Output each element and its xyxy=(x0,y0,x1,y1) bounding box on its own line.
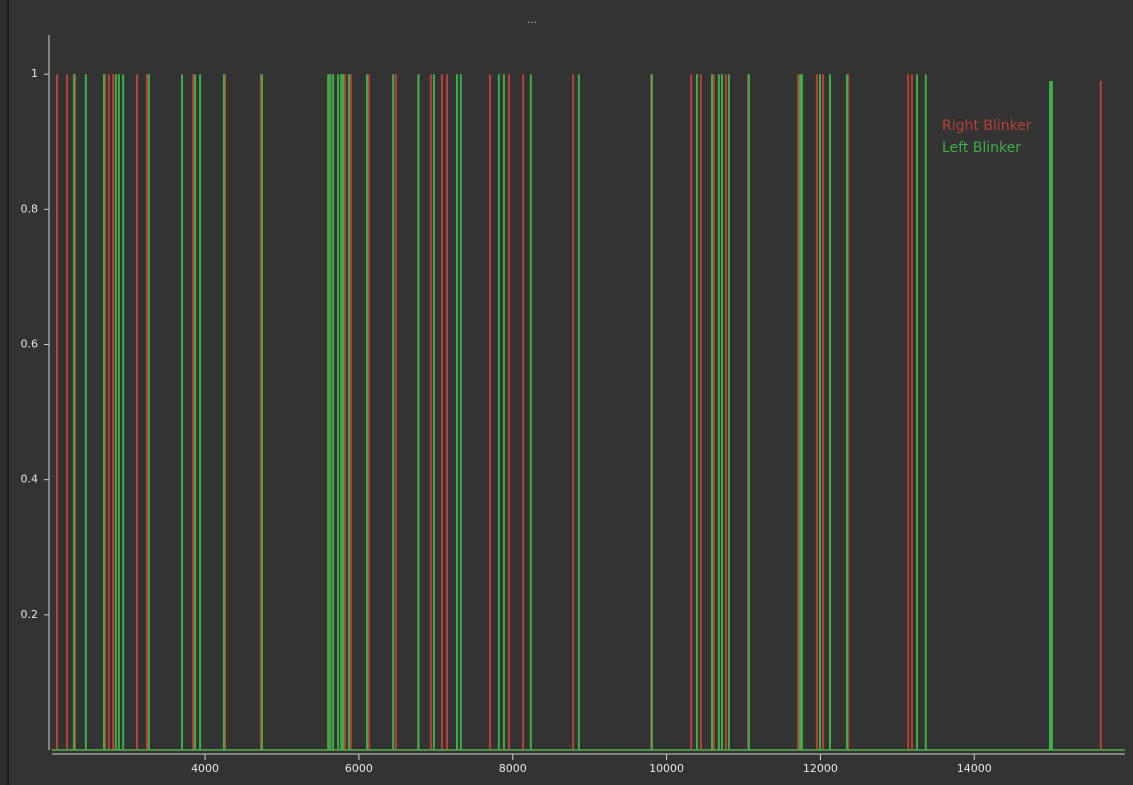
y-tick-label: 0.8 xyxy=(21,202,39,215)
panel-handle[interactable]: ... xyxy=(527,15,537,26)
legend-entry: Left Blinker xyxy=(942,140,1021,156)
y-tick-label: 0.2 xyxy=(21,608,39,621)
x-tick-label: 6000 xyxy=(345,762,373,775)
x-tick-label: 12000 xyxy=(803,762,838,775)
y-tick-label: 1 xyxy=(31,67,38,80)
legend-entry: Right Blinker xyxy=(942,118,1032,134)
x-tick-label: 14000 xyxy=(957,762,992,775)
x-tick-label: 10000 xyxy=(649,762,684,775)
y-tick-label: 0.6 xyxy=(21,338,39,351)
y-tick-label: 0.4 xyxy=(21,473,39,486)
x-tick-label: 8000 xyxy=(499,762,527,775)
x-tick-label: 4000 xyxy=(191,762,219,775)
